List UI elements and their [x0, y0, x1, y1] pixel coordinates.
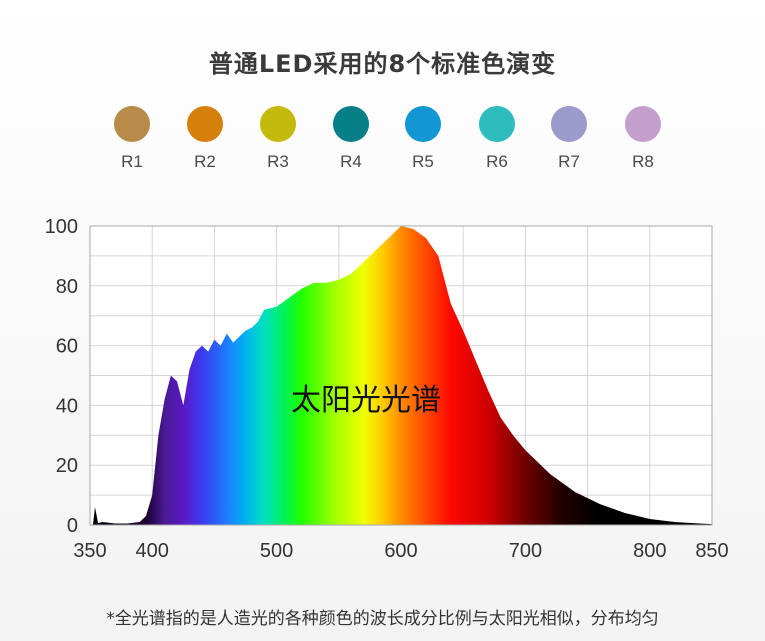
x-tick-label: 350	[73, 540, 106, 562]
swatch-dot	[625, 106, 661, 142]
y-tick-label: 40	[56, 395, 78, 417]
swatch-label: R1	[121, 152, 143, 171]
swatch-label: R7	[558, 152, 580, 171]
swatch-r4: R4	[321, 106, 381, 172]
swatch-label: R5	[412, 152, 434, 171]
y-tick-label: 100	[45, 216, 78, 238]
swatch-label: R2	[194, 152, 216, 171]
standard-color-swatches: R1 R2 R3 R4 R5 R6 R7 R8	[0, 106, 765, 176]
y-tick-label: 60	[56, 336, 78, 358]
spectrum-spike	[92, 507, 98, 525]
spectrum-area	[90, 226, 712, 525]
swatch-dot	[187, 106, 223, 142]
swatch-dot	[551, 106, 587, 142]
y-tick-label: 80	[56, 276, 78, 298]
x-tick-label: 850	[695, 540, 728, 562]
swatch-r3: R3	[248, 106, 308, 172]
swatch-dot	[114, 106, 150, 142]
swatch-label: R8	[632, 152, 654, 171]
x-tick-label: 500	[260, 540, 293, 562]
plot-border	[89, 225, 713, 526]
swatch-dot	[260, 106, 296, 142]
swatch-r2: R2	[175, 106, 235, 172]
swatch-dot	[333, 106, 369, 142]
swatch-label: R3	[267, 152, 289, 171]
y-tick-label: 20	[56, 455, 78, 477]
swatch-r7: R7	[539, 106, 599, 172]
swatch-r5: R5	[393, 106, 453, 172]
x-tick-label: 400	[136, 540, 169, 562]
swatch-label: R4	[340, 152, 362, 171]
chart-title: 普通LED采用的8个标准色演变	[208, 50, 557, 78]
footnote: *全光谱指的是人造光的各种颜色的波长成分比例与太阳光相似，分布均匀	[106, 609, 659, 629]
swatch-r1: R1	[102, 106, 162, 172]
y-tick-label: 0	[67, 515, 78, 537]
swatch-r8: R8	[613, 106, 673, 172]
swatch-r6: R6	[467, 106, 527, 172]
x-tick-label: 700	[509, 540, 542, 562]
swatch-dot	[405, 106, 441, 142]
x-tick-label: 800	[633, 540, 666, 562]
swatch-dot	[479, 106, 515, 142]
spectrum-annotation: 太阳光光谱	[291, 383, 441, 418]
x-tick-label: 600	[384, 540, 417, 562]
swatch-label: R6	[486, 152, 508, 171]
